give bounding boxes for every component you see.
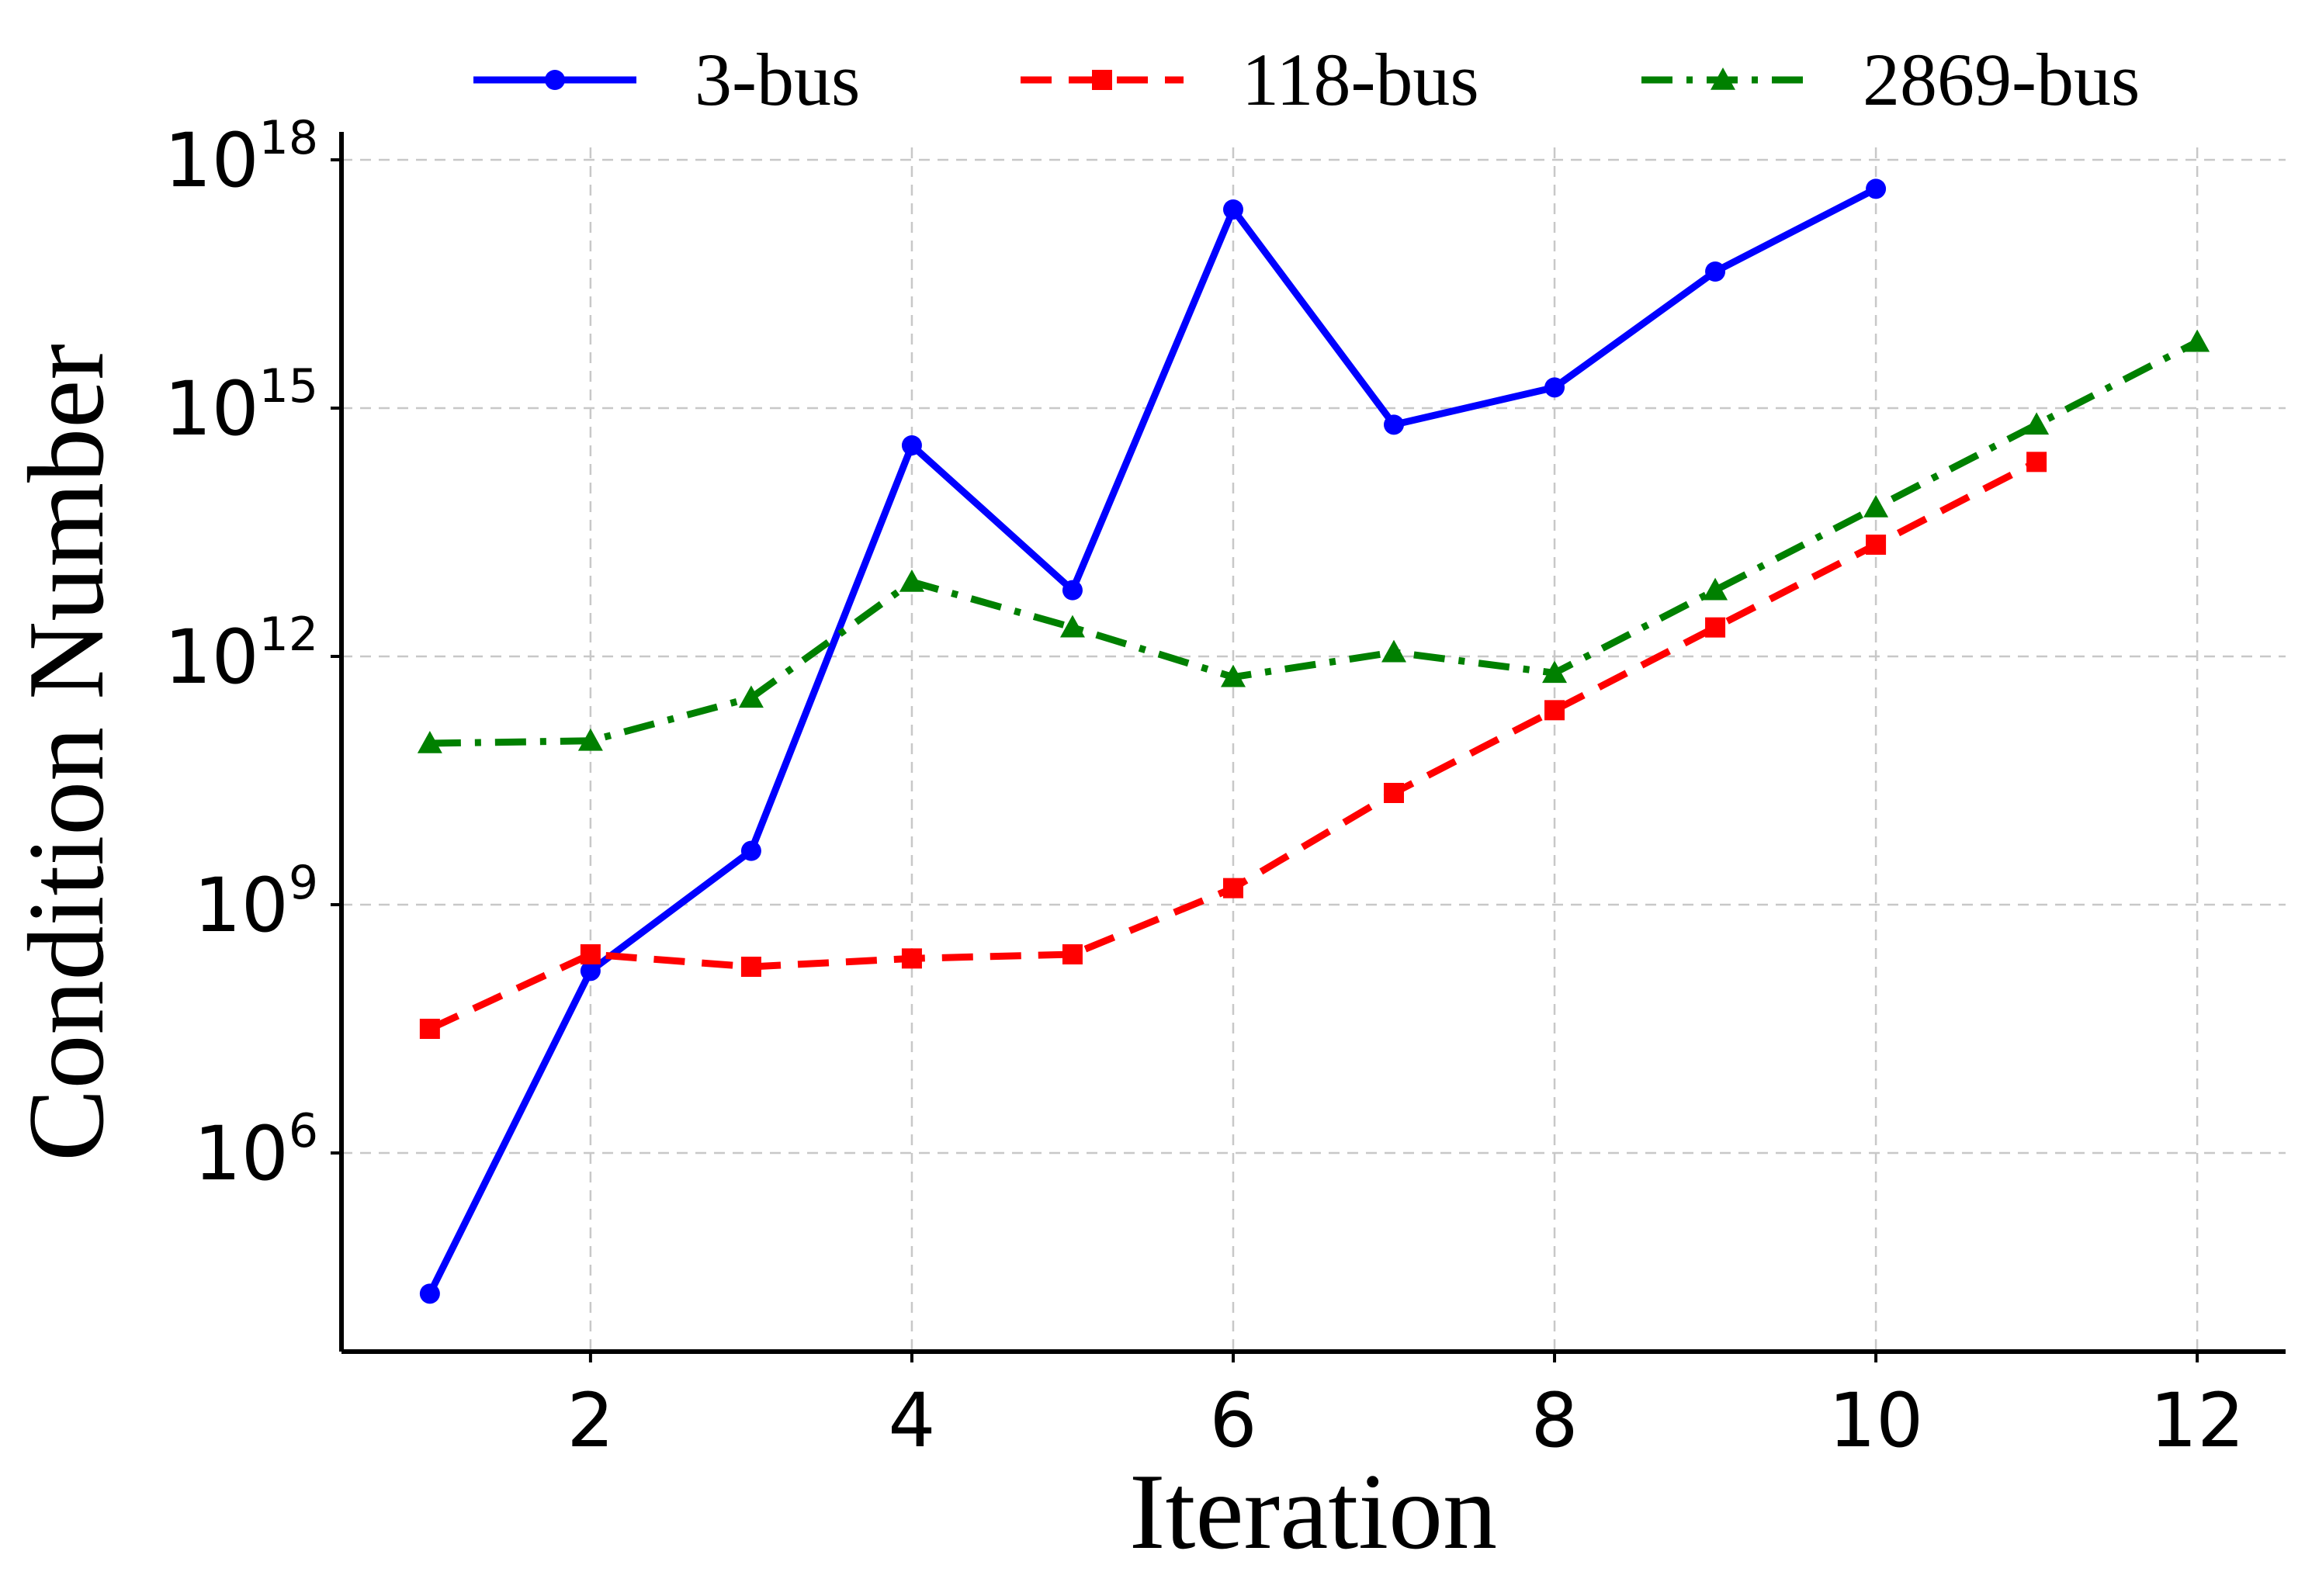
data-point-118-bus-10 xyxy=(1866,535,1887,555)
data-point-118-bus-11 xyxy=(2026,452,2047,473)
x-tick-label-4: 4 xyxy=(888,1377,935,1464)
y-tick-label-9: 109 xyxy=(194,856,318,949)
data-point-2869-bus-2 xyxy=(577,728,603,751)
y-tick-label-15: 1015 xyxy=(164,359,318,452)
data-point-3-bus-4 xyxy=(901,435,922,455)
data-point-2869-bus-4 xyxy=(899,570,924,592)
data-point-3-bus-1 xyxy=(419,1283,440,1304)
data-point-118-bus-3 xyxy=(740,957,761,977)
legend: 3-bus 118-bus 2869-bus xyxy=(473,38,2140,121)
series-3-bus xyxy=(419,178,1887,1304)
data-point-2869-bus-12 xyxy=(2185,329,2210,352)
data-point-2869-bus-1 xyxy=(417,731,442,753)
data-point-118-bus-4 xyxy=(901,948,922,969)
data-point-3-bus-7 xyxy=(1384,414,1405,435)
series-line-3-bus xyxy=(426,185,1878,1296)
legend-label-2869-bus: 2869-bus xyxy=(1863,38,2140,121)
y-tick-label-18: 1018 xyxy=(164,111,318,204)
legend-entry-118-bus: 118-bus xyxy=(1021,38,1479,121)
y-tick-label-6: 106 xyxy=(194,1104,318,1197)
y-axis-title: Condition Number xyxy=(6,344,127,1162)
y-tick-label-12: 1012 xyxy=(164,608,318,701)
legend-marker-3-bus xyxy=(545,70,565,90)
data-point-118-bus-2 xyxy=(580,944,601,964)
data-point-118-bus-9 xyxy=(1705,617,1726,638)
data-point-2869-bus-7 xyxy=(1381,639,1407,663)
data-point-118-bus-8 xyxy=(1544,700,1565,721)
legend-entry-3-bus: 3-bus xyxy=(473,38,860,121)
legend-marker-2869-bus xyxy=(1711,68,1735,90)
data-point-3-bus-3 xyxy=(740,840,761,861)
data-point-118-bus-7 xyxy=(1384,783,1405,803)
x-tick-label-8: 8 xyxy=(1530,1377,1578,1464)
data-point-3-bus-8 xyxy=(1544,377,1565,398)
axes xyxy=(331,132,2286,1362)
data-point-118-bus-6 xyxy=(1222,878,1243,898)
data-point-3-bus-5 xyxy=(1062,580,1083,601)
x-tick-label-12: 12 xyxy=(2150,1377,2244,1464)
series-118-bus xyxy=(419,452,2047,1039)
data-point-118-bus-5 xyxy=(1062,944,1083,964)
data-point-2869-bus-6 xyxy=(1220,664,1246,687)
data-point-2869-bus-11 xyxy=(2024,412,2050,435)
grid-lines xyxy=(341,147,2286,1352)
series-line-2869-bus xyxy=(429,338,2199,747)
legend-label-3-bus: 3-bus xyxy=(695,38,860,121)
data-point-3-bus-9 xyxy=(1705,261,1726,282)
series-2869-bus xyxy=(417,329,2210,753)
x-axis-title: Iteration xyxy=(1129,1452,1497,1572)
data-point-2869-bus-3 xyxy=(738,685,764,708)
x-tick-label-6: 6 xyxy=(1209,1377,1256,1464)
data-point-2869-bus-10 xyxy=(1863,495,1889,518)
data-point-118-bus-1 xyxy=(419,1019,440,1039)
data-point-2869-bus-9 xyxy=(1703,577,1728,601)
data-point-2869-bus-8 xyxy=(1542,660,1568,684)
data-point-3-bus-6 xyxy=(1222,199,1243,220)
series-group xyxy=(417,178,2210,1304)
legend-entry-2869-bus: 2869-bus xyxy=(1641,38,2140,121)
data-point-3-bus-2 xyxy=(580,961,601,981)
legend-label-118-bus: 118-bus xyxy=(1242,38,1479,121)
x-tick-label-10: 10 xyxy=(1828,1377,1923,1464)
legend-marker-118-bus xyxy=(1092,70,1112,90)
data-point-3-bus-10 xyxy=(1866,178,1887,199)
x-tick-label-2: 2 xyxy=(567,1377,614,1464)
data-point-2869-bus-5 xyxy=(1059,615,1085,638)
